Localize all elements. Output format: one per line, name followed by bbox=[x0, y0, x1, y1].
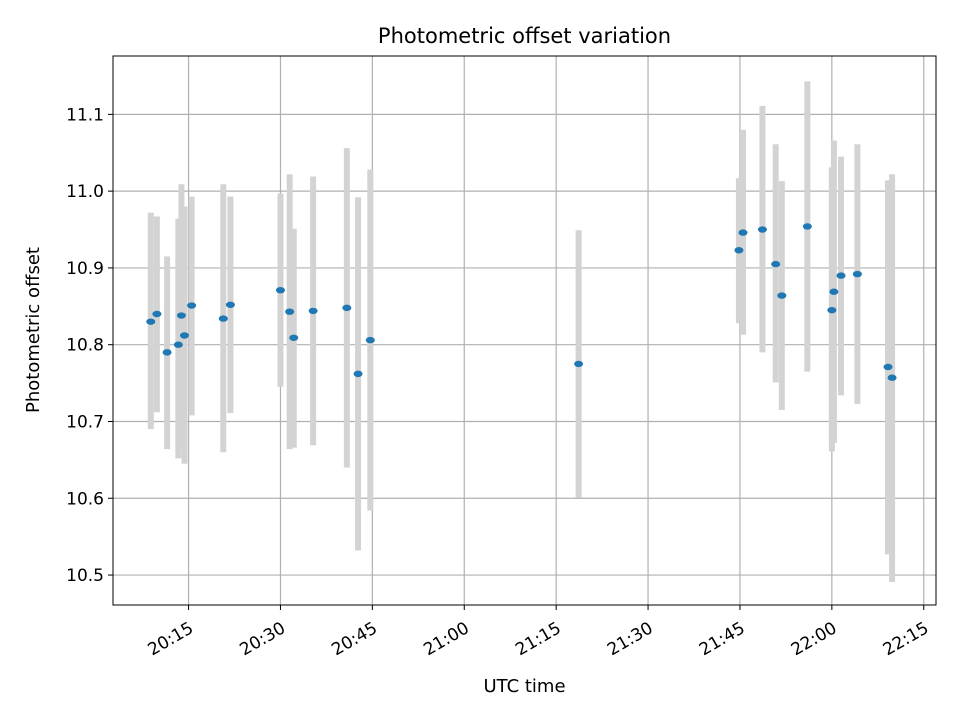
data-point bbox=[218, 315, 228, 322]
data-point bbox=[852, 270, 862, 278]
data-point bbox=[179, 332, 189, 339]
data-point bbox=[285, 308, 295, 315]
data-point bbox=[365, 336, 375, 344]
grid bbox=[113, 56, 936, 605]
data-point bbox=[738, 229, 748, 236]
data-point bbox=[757, 226, 767, 233]
chart-title: Photometric offset variation bbox=[378, 24, 671, 48]
y-tick-label: 10.8 bbox=[66, 336, 104, 356]
y-axis-ticks: 10.5 10.6 10.7 10.8 10.9 11.0 11.1 bbox=[66, 105, 113, 586]
data-point bbox=[829, 288, 839, 295]
data-point bbox=[289, 334, 299, 341]
data-point bbox=[152, 310, 162, 318]
data-point bbox=[827, 306, 837, 314]
y-axis-label: Photometric offset bbox=[23, 247, 44, 413]
data-point bbox=[173, 341, 183, 348]
plot-frame bbox=[112, 55, 937, 606]
data-point bbox=[771, 260, 781, 268]
data-point bbox=[887, 374, 897, 381]
data-point bbox=[836, 272, 846, 279]
data-point bbox=[225, 301, 235, 308]
data-point bbox=[777, 292, 787, 299]
data-point bbox=[574, 360, 584, 368]
data-point bbox=[734, 247, 744, 254]
y-tick-label: 11.1 bbox=[66, 105, 104, 125]
y-tick-label: 10.7 bbox=[66, 412, 104, 432]
data-point bbox=[275, 286, 285, 294]
x-axis-label: UTC time bbox=[483, 676, 565, 697]
data-point bbox=[146, 318, 156, 325]
data-point bbox=[883, 363, 893, 371]
data-point bbox=[353, 370, 363, 378]
data-points bbox=[146, 223, 897, 381]
data-point bbox=[802, 223, 812, 230]
y-tick-label: 10.9 bbox=[66, 259, 104, 279]
y-tick-label: 11.0 bbox=[66, 182, 104, 202]
data-point bbox=[162, 349, 172, 356]
data-point bbox=[308, 307, 318, 315]
data-point bbox=[342, 304, 352, 312]
data-point bbox=[187, 302, 197, 309]
data-point bbox=[176, 312, 186, 319]
y-tick-label: 10.6 bbox=[66, 489, 104, 509]
y-tick-label: 10.5 bbox=[66, 566, 104, 586]
